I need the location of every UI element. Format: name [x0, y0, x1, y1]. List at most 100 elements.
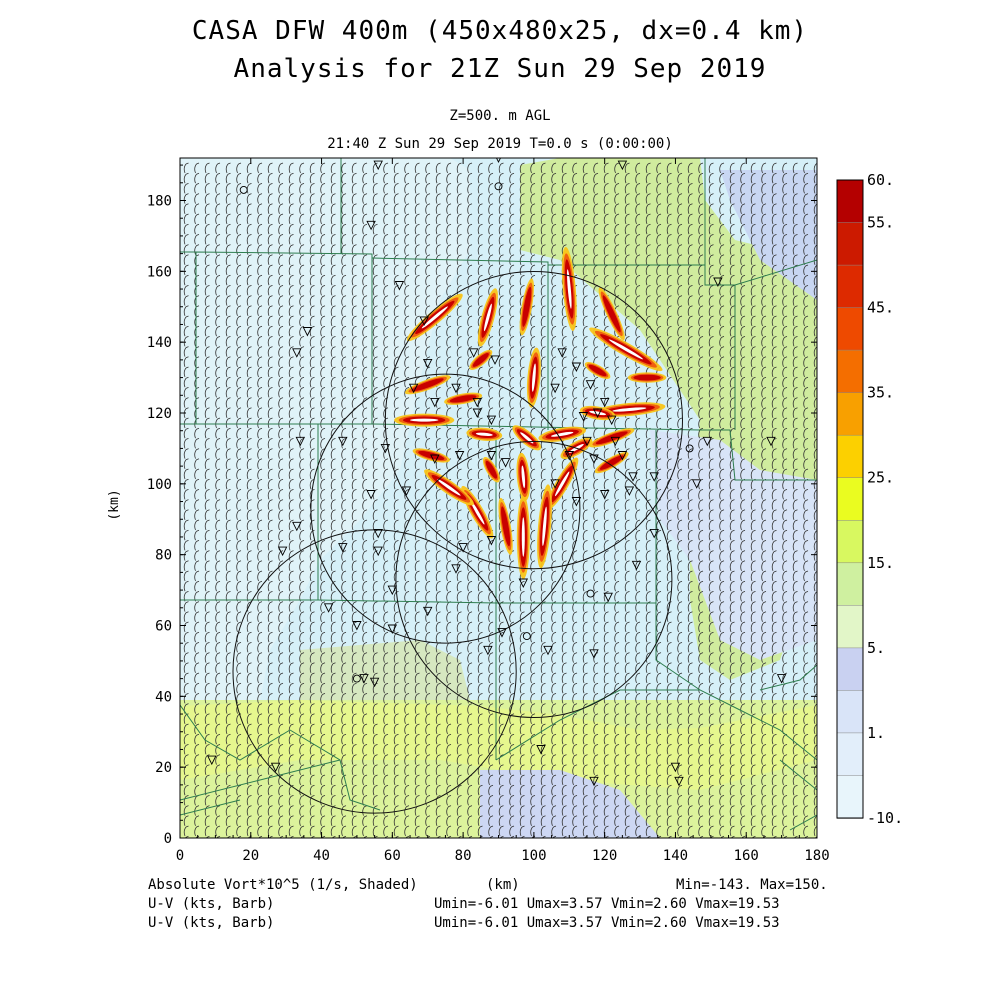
vorticity-cell [537, 484, 552, 569]
station-triangle [373, 160, 383, 171]
vorticity-cell [406, 293, 463, 342]
colorbar-swatch [836, 690, 864, 734]
station-triangle [603, 592, 613, 603]
station-triangle [472, 397, 483, 408]
station-triangle [550, 383, 560, 394]
y-tick-label: 140 [147, 335, 172, 351]
station-triangle [617, 451, 628, 461]
vorticity-level-55 [485, 460, 498, 479]
county-line [289, 729, 381, 811]
station-triangle [624, 486, 635, 496]
station-triangle [270, 762, 281, 773]
station-triangle [323, 603, 334, 613]
station-triangle [387, 585, 398, 596]
vorticity-cell [627, 372, 667, 383]
vorticity-cell [444, 392, 483, 405]
colorbar-label: 1. [867, 724, 885, 742]
station-markers [207, 158, 787, 787]
station-triangle [564, 451, 575, 461]
station-triangle [518, 578, 529, 589]
county-line [180, 704, 291, 761]
colorbar-frame [836, 179, 864, 819]
station-triangle [766, 436, 776, 447]
station-triangle [458, 543, 468, 553]
station-triangle [430, 454, 440, 465]
colorbar-label: 55. [867, 214, 894, 232]
vorticity-cell [469, 349, 493, 370]
x-tick-label: 180 [804, 848, 829, 864]
station-circle [352, 674, 361, 683]
colorbar-swatch [836, 222, 864, 266]
vorticity-cell [593, 402, 666, 417]
station-triangle [292, 348, 302, 358]
chart-title: CASA DFW 400m (450x480x25, dx=0.4 km) [191, 16, 809, 46]
colorbar-label: 5. [867, 639, 885, 657]
vorticity-level-55 [522, 286, 532, 327]
station-triangle [536, 745, 546, 755]
station-triangle [486, 451, 497, 461]
vorticity-level-55 [602, 295, 621, 333]
station-triangle [338, 543, 348, 553]
station-triangle [486, 536, 497, 546]
uv-range-2: Umin=-6.01 Umax=3.57 Vmin=2.60 Vmax=19.5… [434, 915, 780, 931]
station-triangle [373, 546, 383, 557]
county-boundaries [180, 158, 817, 831]
y-tick-label: 40 [155, 689, 172, 705]
level-label: Z=500. m AGL [449, 108, 551, 124]
x-tick-label: 160 [734, 848, 759, 864]
vorticity-core [410, 418, 439, 422]
station-triangle [483, 645, 493, 656]
vorticity-cell [498, 497, 513, 555]
radar-range-rings [232, 271, 684, 814]
radar-ring [395, 441, 673, 718]
station-triangle [419, 316, 429, 326]
colorbar-label: 35. [867, 384, 894, 402]
colorbar-swatch [836, 562, 864, 607]
station-triangle [543, 645, 553, 656]
station-circle [494, 182, 503, 191]
county-line [704, 259, 817, 286]
station-triangle [582, 436, 592, 447]
barb-label-2: U-V (kts, Barb) [148, 915, 275, 931]
colorbar-swatch [836, 392, 864, 436]
station-triangle [468, 348, 479, 358]
station-triangle [451, 564, 461, 574]
wind-barbs [183, 162, 817, 838]
station-triangle [486, 415, 497, 426]
station-triangle [702, 436, 713, 447]
station-triangle [373, 528, 383, 539]
station-triangle [422, 358, 433, 369]
station-triangle [394, 281, 405, 291]
station-circle [522, 632, 531, 641]
station-triangle [359, 674, 369, 684]
x-tick-label: 100 [521, 848, 546, 864]
vorticity-cell [394, 413, 455, 427]
vorticity-level-55 [449, 395, 477, 403]
vorticity-cell [538, 426, 586, 442]
y-tick-label: 100 [147, 477, 172, 493]
vorticity-core [475, 432, 493, 436]
station-circle [239, 185, 248, 194]
station-triangle [585, 380, 596, 390]
station-triangle [352, 621, 362, 631]
x-tick-label: 0 [176, 848, 184, 864]
vorticity-core [470, 499, 485, 525]
colorbar-swatch [836, 520, 864, 564]
county-line [495, 689, 700, 761]
colorbar-swatch [836, 605, 864, 649]
station-triangle [610, 436, 621, 447]
vorticity-cell [589, 327, 663, 372]
county-line [180, 759, 341, 801]
vorticity-level-55 [501, 506, 511, 547]
station-triangle [500, 458, 511, 468]
vorticity-cell [561, 247, 577, 331]
station-triangle [628, 472, 638, 482]
colorbar-label: -10. [867, 809, 903, 827]
station-triangle [599, 397, 610, 408]
colorbar-label: 25. [867, 469, 894, 487]
vorticity-core [612, 407, 647, 412]
station-triangle [366, 490, 376, 500]
county-line [180, 799, 241, 816]
station-triangle [578, 412, 589, 422]
